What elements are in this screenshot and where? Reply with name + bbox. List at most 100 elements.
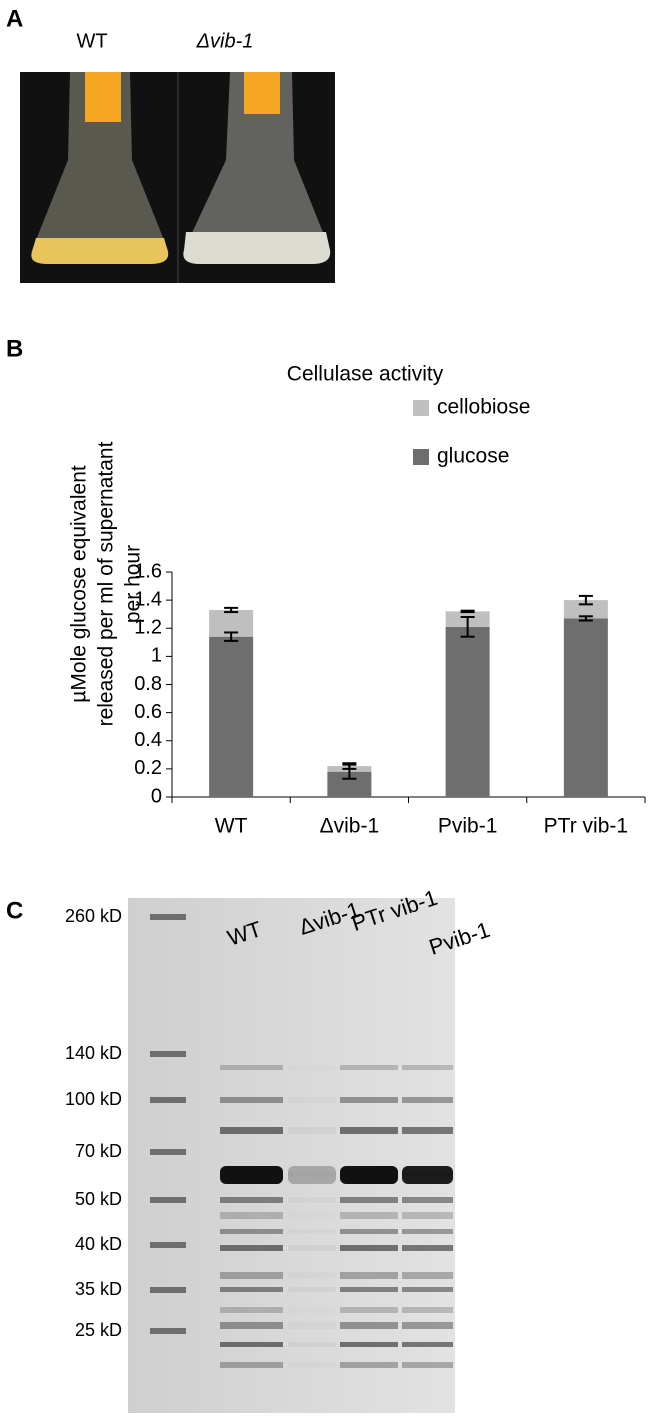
y-axis-label: released per ml of supernatant xyxy=(95,441,118,726)
bar-segment xyxy=(445,626,490,797)
protein-band xyxy=(402,1229,453,1234)
protein-band xyxy=(340,1166,398,1184)
chart-title: Cellulase activity xyxy=(287,363,444,386)
protein-band xyxy=(402,1197,453,1203)
marker-label: 40 kD xyxy=(75,1234,122,1254)
protein-band xyxy=(402,1362,453,1368)
error-bar xyxy=(578,615,593,622)
protein-band xyxy=(220,1322,283,1329)
protein-band xyxy=(220,1229,283,1234)
gel xyxy=(128,898,455,1413)
bar-segment xyxy=(209,636,254,797)
error-bar xyxy=(578,594,593,606)
protein-band xyxy=(288,1272,336,1279)
protein-band xyxy=(340,1212,398,1219)
protein-band xyxy=(288,1229,336,1234)
protein-band xyxy=(402,1342,453,1347)
protein-band xyxy=(288,1287,336,1292)
marker-label: 140 kD xyxy=(65,1043,122,1063)
protein-band xyxy=(340,1342,398,1347)
protein-band xyxy=(220,1197,283,1203)
marker-label: 35 kD xyxy=(75,1279,122,1299)
protein-band xyxy=(402,1307,453,1313)
error-bar xyxy=(342,762,357,770)
protein-band xyxy=(402,1322,453,1329)
protein-band xyxy=(340,1307,398,1313)
y-tick-label: 1.2 xyxy=(134,617,162,639)
marker-label: 70 kD xyxy=(75,1141,122,1161)
protein-band xyxy=(340,1287,398,1292)
error-bar xyxy=(460,616,475,638)
protein-band xyxy=(340,1362,398,1368)
protein-band xyxy=(288,1097,336,1103)
protein-band xyxy=(288,1322,336,1329)
protein-band xyxy=(220,1097,283,1103)
y-tick-label: 0.2 xyxy=(134,757,162,779)
protein-band xyxy=(402,1212,453,1219)
protein-band xyxy=(402,1097,453,1103)
x-tick-label: Pvib-1 xyxy=(438,815,498,838)
marker-label: 25 kD xyxy=(75,1320,122,1340)
flask-label: Δvib-1 xyxy=(196,30,254,52)
bar-segment xyxy=(563,618,608,797)
bar-segment xyxy=(563,600,608,619)
protein-band xyxy=(220,1362,283,1368)
flask-label: WT xyxy=(76,30,107,52)
protein-band xyxy=(402,1287,453,1292)
marker-label: 260 kD xyxy=(65,906,122,926)
ladder-band xyxy=(150,1287,186,1293)
protein-band xyxy=(340,1065,398,1070)
protein-band xyxy=(288,1245,336,1251)
protein-band xyxy=(340,1097,398,1103)
protein-band xyxy=(340,1197,398,1203)
protein-band xyxy=(402,1245,453,1251)
protein-band xyxy=(402,1127,453,1134)
protein-band xyxy=(340,1272,398,1279)
protein-band xyxy=(288,1342,336,1347)
marker-label: 50 kD xyxy=(75,1189,122,1209)
protein-band xyxy=(220,1245,283,1251)
flask-photo xyxy=(20,72,335,283)
x-tick-label: PTr vib-1 xyxy=(544,815,628,838)
protein-band xyxy=(402,1166,453,1184)
protein-band xyxy=(340,1229,398,1234)
protein-band xyxy=(220,1272,283,1279)
y-tick-label: 0.6 xyxy=(134,701,162,723)
panel-letter: A xyxy=(6,5,23,32)
panel-letter: B xyxy=(6,335,23,362)
protein-band xyxy=(288,1127,336,1134)
y-tick-label: 1.6 xyxy=(134,560,162,582)
protein-band xyxy=(340,1322,398,1329)
y-tick-label: 0 xyxy=(151,785,162,807)
y-tick-label: 0.8 xyxy=(134,673,162,695)
protein-band xyxy=(340,1245,398,1251)
protein-band xyxy=(220,1166,283,1184)
legend-label: glucose xyxy=(437,445,509,468)
protein-band xyxy=(288,1212,336,1219)
protein-band xyxy=(220,1127,283,1134)
error-bar xyxy=(460,609,475,614)
protein-band xyxy=(402,1065,453,1070)
protein-band xyxy=(288,1362,336,1368)
protein-band xyxy=(288,1307,336,1313)
panel-letter: C xyxy=(6,897,23,924)
ladder-band xyxy=(150,1097,186,1103)
ladder-band xyxy=(150,1242,186,1248)
ladder-band xyxy=(150,1328,186,1334)
protein-band xyxy=(402,1272,453,1279)
protein-band xyxy=(220,1307,283,1313)
y-tick-label: 1 xyxy=(151,645,162,667)
protein-band xyxy=(220,1212,283,1219)
ladder-band xyxy=(150,914,186,920)
protein-band xyxy=(288,1197,336,1203)
y-axis-label: per hour xyxy=(122,545,145,623)
protein-band xyxy=(220,1065,283,1070)
ladder-band xyxy=(150,1149,186,1155)
error-bar xyxy=(224,631,239,642)
protein-band xyxy=(288,1065,336,1070)
error-bar xyxy=(224,606,239,614)
legend-swatch xyxy=(413,449,429,465)
legend-label: cellobiose xyxy=(437,396,530,419)
protein-band xyxy=(220,1287,283,1292)
